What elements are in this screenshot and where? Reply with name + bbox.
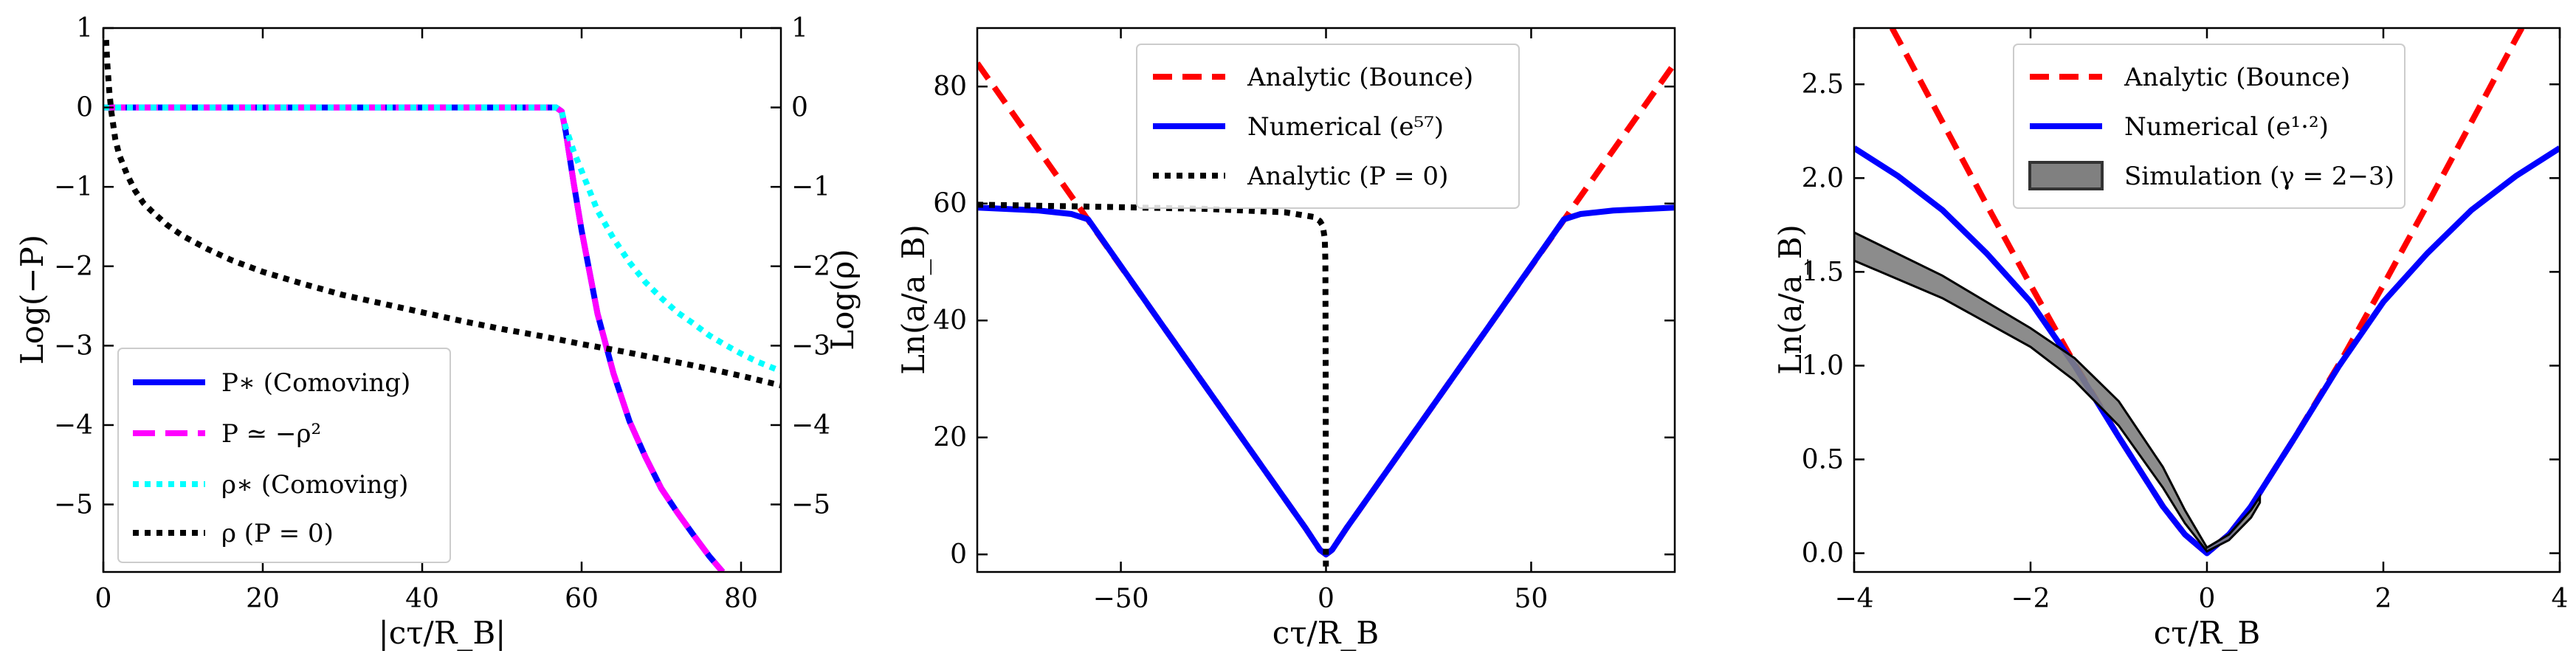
panel-pressure-density: 0 20 40 60 80 1 0 −1 −2 −3 −4 −5 1 0 −1 −2 −3 −4 −5 |cτ/R_… — [14, 13, 861, 651]
x-tick-label: 0 — [2199, 584, 2216, 614]
x-tick-label: −50 — [1093, 584, 1149, 614]
axes-frame — [102, 27, 782, 573]
y2-axis-label: Log(ρ) — [824, 249, 861, 351]
ticks: 0 20 40 60 80 1 0 −1 −2 −3 −4 −5 1 0 −1 −2 −3 −4 −5 — [54, 13, 830, 614]
x-tick-label: 4 — [2552, 584, 2569, 614]
legend-box — [2013, 44, 2405, 209]
y-tick-label: −3 — [54, 331, 93, 361]
y-tick-label: −1 — [54, 172, 93, 202]
legend-swatch-simulation — [2028, 161, 2104, 190]
x-tick-label: 0 — [1318, 584, 1335, 614]
y-axis-label: Ln(a/a_B) — [895, 224, 931, 375]
plot-area — [103, 39, 781, 572]
y2-tick-label: −1 — [791, 172, 830, 202]
y-tick-label: 1 — [76, 13, 93, 44]
y2-tick-label: 1 — [791, 13, 808, 44]
series-comoving — [103, 104, 781, 374]
legend-label-rho-p0: ρ (P = 0) — [221, 519, 334, 548]
y-tick-label: 80 — [933, 72, 967, 102]
y-tick-label: 40 — [933, 306, 967, 336]
y-tick-label: 1.0 — [1802, 351, 1844, 381]
y-axis-label: Ln(a/a_B) — [1772, 224, 1808, 375]
ticks: −4 −2 0 2 4 0.0 0.5 1.0 1.5 2.0 2.5 — [1802, 28, 2569, 614]
x-tick-label: 2 — [2375, 584, 2392, 614]
panel-scale-factor-zoom: −4 −2 0 2 4 0.0 0.5 1.0 1.5 2.0 2.5 cτ/R_B Ln(a/a_… — [1772, 27, 2569, 651]
legend: Analytic (Bounce) Numerical (e⁵⁷) Analyt… — [1136, 44, 1520, 209]
y-tick-label: 0.0 — [1802, 539, 1844, 569]
y2-tick-label: 0 — [791, 93, 808, 123]
y2-tick-label: −4 — [791, 410, 830, 441]
series-analytic-p-0 — [977, 201, 1329, 572]
y-tick-label: 0 — [76, 93, 93, 123]
series-numerical-e-1-2 — [1854, 145, 2560, 556]
x-tick-label: 50 — [1515, 584, 1549, 614]
y2-tick-label: −3 — [791, 331, 830, 361]
y-tick-label: 60 — [933, 189, 967, 219]
series-simulation-2-3 — [1854, 231, 2262, 553]
y-tick-label: 1.5 — [1802, 257, 1844, 287]
panel-scale-factor-wide: −50 0 50 0 20 40 60 80 cτ/R_B Ln(a/a_B) Analyti… — [895, 27, 1676, 651]
y-tick-label: 20 — [933, 423, 967, 453]
legend-label-p-star: P∗ (Comoving) — [221, 368, 410, 398]
legend-box — [117, 348, 451, 563]
x-axis-label: cτ/R_B — [2154, 615, 2260, 651]
legend: Analytic (Bounce) Numerical (e¹·²) Simul… — [2013, 44, 2405, 209]
legend-label-analytic-bounce: Analytic (Bounce) — [1247, 63, 1473, 92]
x-tick-label: 40 — [405, 584, 439, 614]
y2-tick-label: −2 — [791, 252, 830, 282]
legend-label-analytic-p0: Analytic (P = 0) — [1247, 162, 1448, 191]
y-tick-label: 2.0 — [1802, 163, 1844, 193]
y-tick-label: 0 — [950, 539, 967, 570]
y-tick-label: −2 — [54, 252, 93, 282]
y-tick-label: 2.5 — [1802, 69, 1844, 100]
y-tick-label: −5 — [54, 490, 93, 520]
x-tick-label: 80 — [724, 584, 758, 614]
x-tick-label: −2 — [2011, 584, 2050, 614]
plot-area — [977, 61, 1675, 572]
y-tick-label: 0.5 — [1802, 445, 1844, 475]
legend-box — [1136, 44, 1520, 209]
y-axis-label: Log(−P) — [14, 235, 50, 365]
y2-tick-label: −5 — [791, 490, 830, 520]
legend-label-rho-star: ρ∗ (Comoving) — [221, 470, 408, 500]
legend-label-analytic-bounce: Analytic (Bounce) — [2124, 63, 2350, 92]
x-tick-label: −4 — [1834, 584, 1873, 614]
x-tick-label: 60 — [565, 584, 599, 614]
legend-label-numerical: Numerical (e⁵⁷) — [1247, 112, 1444, 142]
x-tick-label: 20 — [246, 584, 280, 614]
legend-label-numerical: Numerical (e¹·²) — [2124, 112, 2329, 142]
ticks: −50 0 50 0 20 40 60 80 — [933, 28, 1675, 614]
x-tick-label: 0 — [95, 584, 112, 614]
y-tick-label: −4 — [54, 410, 93, 441]
x-axis-label: cτ/R_B — [1272, 615, 1379, 651]
legend-label-simulation: Simulation (γ = 2−3) — [2124, 162, 2394, 191]
series-p-0 — [103, 39, 781, 389]
legend: P∗ (Comoving) P ≃ −ρ² ρ∗ (Comoving) ρ (P… — [117, 348, 451, 563]
legend-label-p-rho2: P ≃ −ρ² — [221, 419, 321, 449]
x-axis-label: |cτ/R_B| — [379, 615, 506, 651]
plot-area — [1854, 28, 2560, 556]
